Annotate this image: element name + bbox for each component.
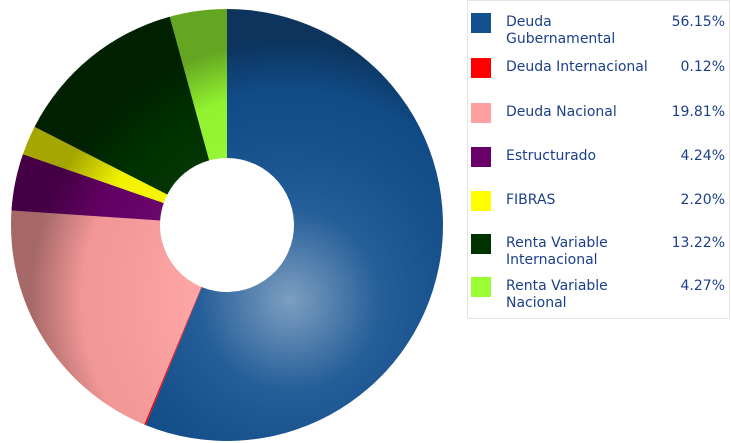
legend-label: FIBRAS xyxy=(506,192,556,208)
legend-swatch xyxy=(471,234,491,254)
legend-label: Deuda Gubernamental xyxy=(506,14,616,47)
legend: Deuda Gubernamental 56.15% Deuda Internaci… xyxy=(467,0,730,319)
legend-value: 2.20% xyxy=(680,192,725,208)
slices xyxy=(11,9,443,441)
legend-label: Deuda Nacional xyxy=(506,104,617,120)
legend-swatch xyxy=(471,58,491,78)
legend-label: Renta Variable Internacional xyxy=(506,235,608,268)
legend-value: 4.24% xyxy=(680,148,725,164)
legend-value: 19.81% xyxy=(671,104,725,120)
legend-value: 0.12% xyxy=(680,59,725,75)
legend-label: Deuda Internacional xyxy=(506,59,648,75)
legend-swatch xyxy=(471,191,491,211)
legend-value: 13.22% xyxy=(671,235,725,251)
legend-label: Renta Variable Nacional xyxy=(506,278,608,311)
legend-swatch xyxy=(471,103,491,123)
legend-swatch xyxy=(471,277,491,297)
legend-value: 56.15% xyxy=(671,14,725,30)
legend-swatch xyxy=(471,13,491,33)
chart xyxy=(11,9,443,441)
legend-value: 4.27% xyxy=(680,278,725,294)
legend-label: Estructurado xyxy=(506,148,597,164)
legend-swatch xyxy=(471,147,491,167)
